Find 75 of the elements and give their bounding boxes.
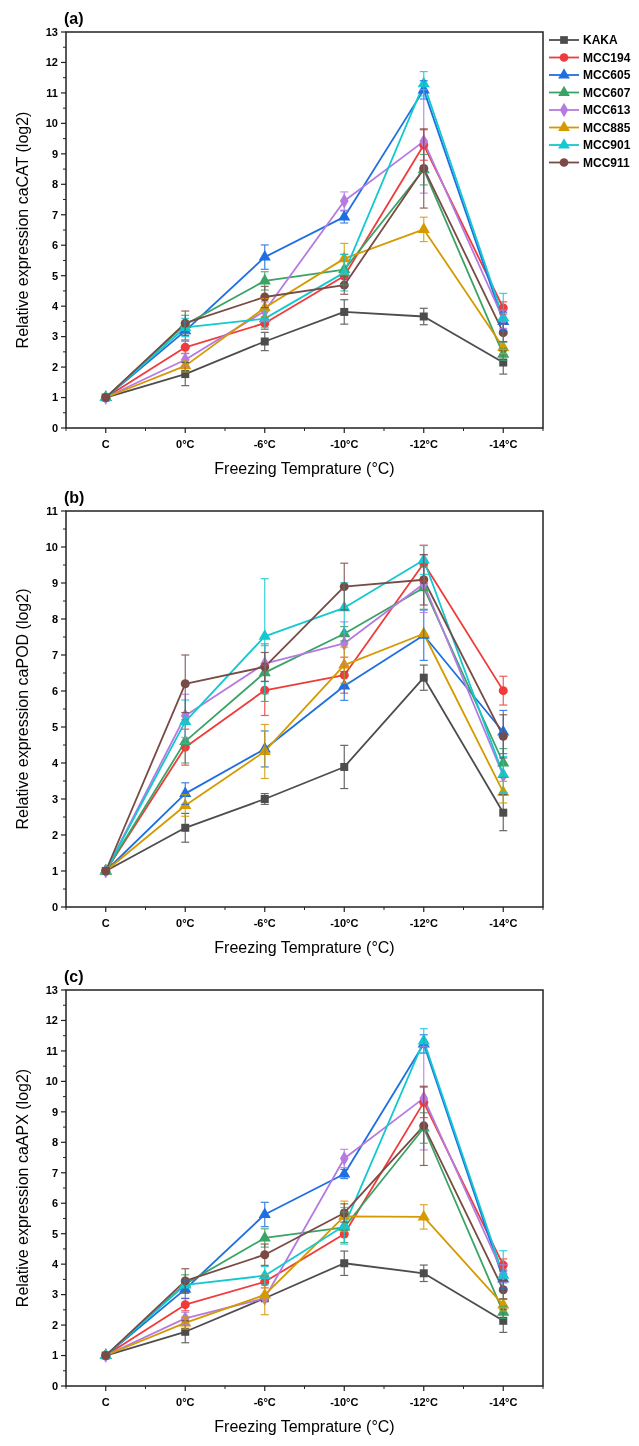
chart-title: (b) [64, 489, 85, 506]
y-tick-label: 2 [51, 1318, 58, 1331]
x-tick-label: -10°C [330, 917, 359, 929]
legend-label: MCC613 [583, 103, 631, 118]
legend-label: MCC605 [583, 68, 631, 83]
x-tick-label: -10°C [330, 438, 359, 450]
y-tick-label: 4 [51, 1258, 59, 1270]
x-tick-label: 0°C [176, 438, 195, 450]
legend-label: MCC885 [583, 120, 631, 135]
chart-title: (a) [64, 10, 84, 27]
y-tick-label: 2 [51, 828, 58, 841]
y-tick-label: 13 [45, 983, 58, 996]
x-tick-label: -14°C [489, 438, 518, 450]
legend-label: MCC194 [583, 50, 631, 65]
y-axis-title: Relative expression caCAT (log2) [14, 111, 31, 349]
y-tick-label: 7 [51, 648, 58, 661]
y-tick-label: 1 [51, 864, 58, 877]
y-tick-label: 13 [45, 25, 58, 38]
y-tick-label: 6 [51, 1197, 58, 1210]
y-tick-label: 10 [45, 540, 58, 553]
y-tick-label: 5 [51, 720, 58, 733]
y-tick-label: 10 [45, 1075, 58, 1088]
y-tick-label: 6 [51, 684, 58, 697]
y-tick-label: 9 [51, 576, 58, 589]
y-tick-label: 11 [46, 86, 58, 99]
y-tick-label: 12 [45, 56, 58, 69]
y-tick-label: 6 [51, 239, 58, 252]
y-tick-label: 5 [51, 1227, 58, 1240]
y-tick-label: 4 [51, 756, 59, 769]
chart-title: (c) [64, 968, 84, 985]
y-tick-label: 3 [51, 330, 58, 343]
y-tick-label: 8 [51, 612, 58, 625]
x-tick-label: -12°C [409, 1396, 438, 1408]
x-tick-label: -12°C [409, 438, 438, 450]
y-axis-title: Relative expression caPOD (log2) [14, 588, 31, 830]
y-tick-label: 7 [51, 208, 58, 221]
x-axis-title: Freezing Temprature (°C) [214, 1418, 395, 1435]
x-tick-label: C [101, 1396, 110, 1408]
y-tick-label: 11 [46, 1044, 58, 1057]
x-axis-title: Freezing Temprature (°C) [214, 939, 395, 956]
y-tick-label: 4 [51, 300, 59, 312]
y-tick-label: 2 [51, 360, 58, 373]
y-tick-label: 8 [51, 1136, 58, 1149]
y-tick-label: 5 [51, 269, 58, 282]
x-tick-label: -6°C [253, 917, 276, 929]
x-tick-label: -6°C [253, 438, 276, 450]
y-tick-label: 10 [45, 117, 58, 130]
y-axis-title: Relative expression caAPX (log2) [14, 1068, 31, 1308]
y-tick-label: 7 [51, 1166, 58, 1179]
y-tick-label: 3 [51, 792, 58, 805]
x-tick-label: -6°C [253, 1396, 276, 1408]
y-tick-label: 0 [51, 900, 58, 913]
x-tick-label: -14°C [489, 1396, 518, 1408]
y-tick-label: 8 [51, 178, 58, 191]
x-tick-label: C [101, 917, 110, 929]
legend-label: MCC911 [583, 155, 631, 170]
x-tick-label: 0°C [176, 917, 195, 929]
y-tick-label: 0 [51, 421, 58, 434]
y-tick-label: 0 [51, 1379, 58, 1392]
legend-label: MCC607 [583, 85, 631, 100]
x-tick-label: -10°C [330, 1396, 359, 1408]
y-tick-label: 1 [51, 391, 58, 404]
x-tick-label: -12°C [409, 917, 438, 929]
legend-label: MCC901 [583, 138, 631, 153]
y-tick-label: 9 [51, 1105, 58, 1118]
y-tick-label: 11 [46, 504, 58, 517]
legend-label: KAKA [583, 33, 618, 48]
y-tick-label: 1 [51, 1349, 58, 1362]
y-tick-label: 12 [45, 1014, 58, 1027]
x-tick-label: -14°C [489, 917, 518, 929]
y-tick-label: 9 [51, 147, 58, 160]
x-tick-label: 0°C [176, 1396, 195, 1408]
x-tick-label: C [101, 438, 110, 450]
y-tick-label: 3 [51, 1288, 58, 1301]
x-axis-title: Freezing Temprature (°C) [214, 460, 395, 477]
